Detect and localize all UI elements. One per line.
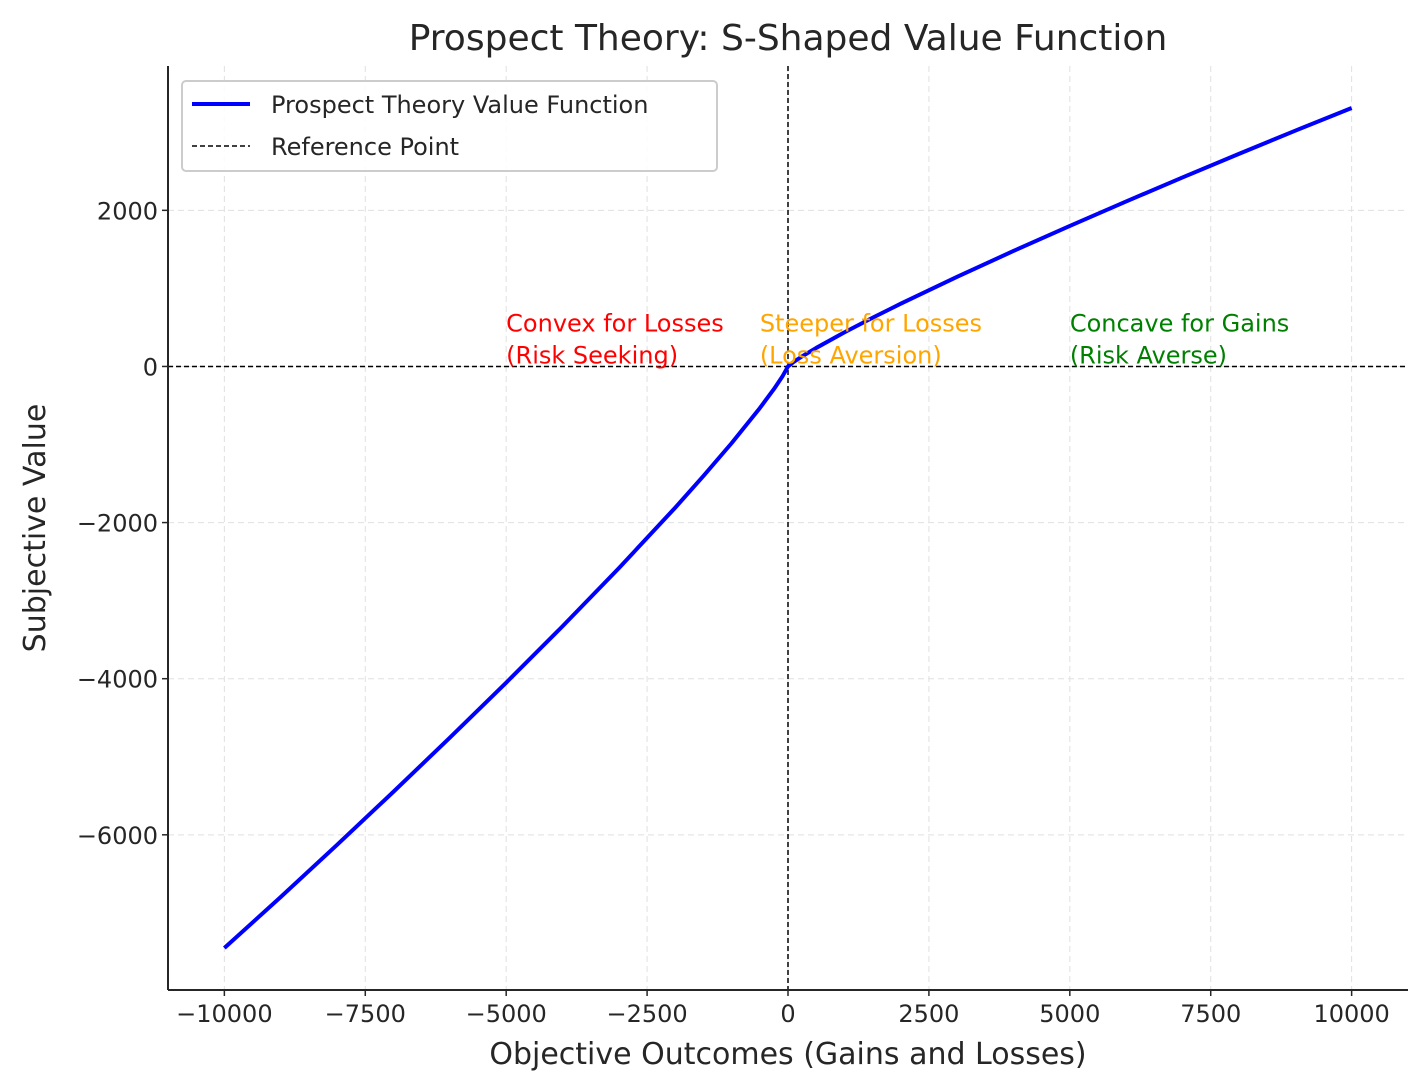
y-tick-label: −6000	[77, 822, 158, 850]
x-tick-label: 0	[780, 1000, 795, 1028]
chart-title: Prospect Theory: S-Shaped Value Function	[409, 18, 1168, 59]
x-tick-label: 2500	[898, 1000, 959, 1028]
x-axis-label: Objective Outcomes (Gains and Losses)	[489, 1037, 1086, 1072]
annotation: (Loss Aversion)	[760, 341, 942, 369]
annotation: (Risk Seeking)	[506, 341, 678, 369]
x-tick-label: −2500	[606, 1000, 687, 1028]
legend-label: Prospect Theory Value Function	[271, 91, 648, 119]
annotation: Concave for Gains	[1070, 309, 1289, 337]
annotation: (Risk Averse)	[1070, 341, 1227, 369]
y-axis-label: Subjective Value	[18, 404, 53, 653]
y-tick-label: 0	[143, 353, 158, 381]
legend-label: Reference Point	[271, 133, 459, 161]
annotation: Convex for Losses	[506, 309, 724, 337]
annotation: Steeper for Losses	[760, 309, 982, 337]
y-tick-label: −4000	[77, 666, 158, 694]
x-tick-label: 7500	[1180, 1000, 1241, 1028]
y-tick-label: 2000	[97, 197, 158, 225]
x-tick-label: −7500	[325, 1000, 406, 1028]
line-series	[223, 106, 1353, 950]
x-tick-label: −5000	[466, 1000, 547, 1028]
x-tick-label: 5000	[1039, 1000, 1100, 1028]
x-tick-label: −10000	[176, 1000, 272, 1028]
legend-box	[181, 80, 718, 172]
y-tick-label: −2000	[77, 510, 158, 538]
x-tick-label: 10000	[1313, 1000, 1389, 1028]
